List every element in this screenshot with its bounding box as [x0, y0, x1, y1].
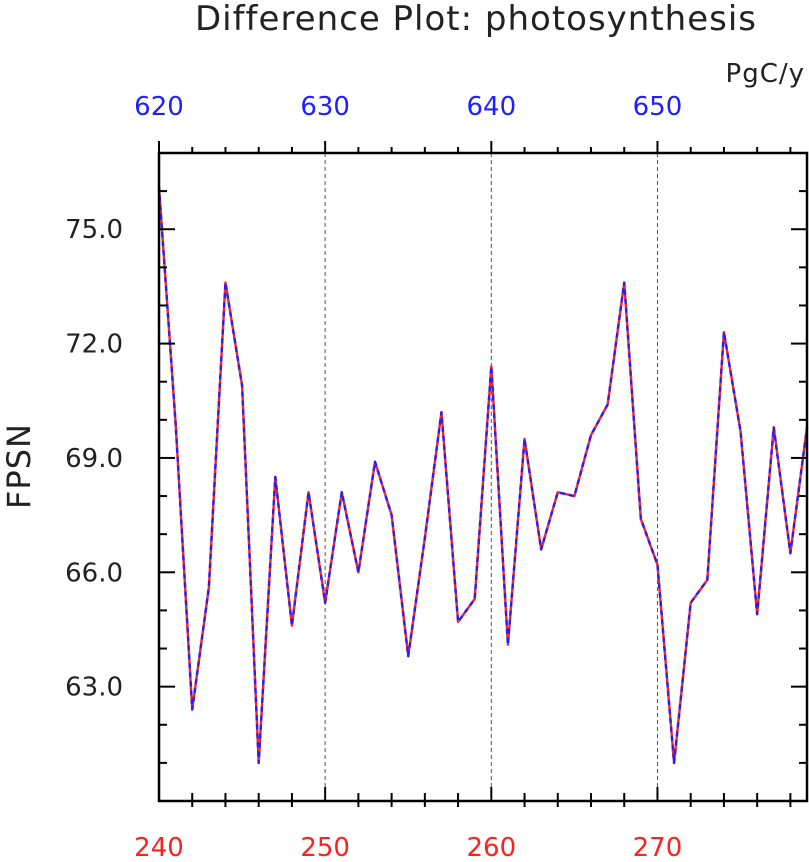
chart-title: Difference Plot: photosynthesis [195, 0, 757, 39]
y-tick-label: 75.0 [65, 215, 123, 245]
x-top-tick-label: 630 [300, 92, 350, 122]
grid-lines [324, 153, 658, 801]
series-line-2 [157, 187, 809, 765]
y-tick-label: 66.0 [65, 558, 123, 588]
y-tick-label: 63.0 [65, 673, 123, 703]
y-tick-label: 72.0 [65, 330, 123, 360]
x-bottom-tick-label: 240 [134, 833, 184, 862]
x-bottom-tick-label: 270 [633, 833, 683, 862]
y-tick-labels: 63.0 66.0 69.0 72.0 75.0 [65, 215, 123, 702]
x-bottom-tick-label: 260 [466, 833, 516, 862]
units-label: PgC/y [726, 59, 805, 89]
y-tick-label: 69.0 [65, 444, 123, 474]
x-bottom-tick-label: 250 [300, 833, 350, 862]
x-top-tick-labels: 620 630 640 650 [134, 92, 682, 122]
y-axis-label: FPSN [0, 423, 38, 509]
x-top-tick-label: 640 [466, 92, 516, 122]
plot-frame [157, 151, 809, 803]
series-group [157, 187, 809, 765]
x-top-tick-label: 620 [134, 92, 184, 122]
x-top-tick-label: 650 [633, 92, 683, 122]
tick-marks [158, 141, 807, 807]
x-bottom-tick-labels: 240 250 260 270 [134, 833, 682, 862]
series-line-1 [157, 187, 809, 765]
